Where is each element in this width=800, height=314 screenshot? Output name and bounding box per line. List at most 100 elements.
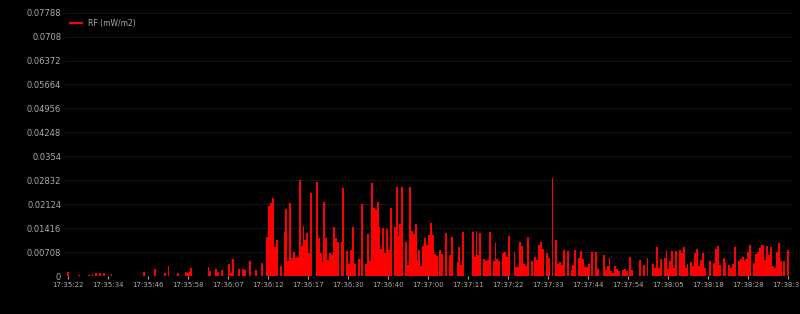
- Bar: [732, 264, 734, 276]
- Bar: [578, 258, 580, 276]
- Bar: [508, 236, 510, 276]
- Bar: [768, 255, 770, 276]
- Bar: [329, 253, 331, 276]
- Bar: [475, 231, 478, 276]
- Bar: [717, 246, 719, 276]
- Bar: [250, 261, 251, 276]
- Bar: [605, 270, 606, 276]
- Bar: [498, 261, 500, 276]
- Bar: [603, 255, 605, 276]
- Bar: [574, 250, 576, 276]
- Bar: [426, 246, 428, 276]
- Bar: [692, 266, 694, 276]
- Bar: [290, 203, 291, 276]
- Bar: [570, 270, 573, 276]
- Bar: [719, 265, 721, 276]
- Bar: [164, 273, 166, 276]
- Bar: [646, 258, 649, 276]
- Bar: [755, 254, 757, 276]
- Bar: [436, 256, 438, 276]
- Bar: [542, 249, 544, 276]
- Bar: [622, 270, 624, 276]
- Bar: [753, 263, 755, 276]
- Bar: [369, 262, 371, 276]
- Bar: [417, 260, 418, 276]
- Bar: [390, 208, 392, 276]
- Bar: [730, 268, 732, 276]
- Bar: [597, 269, 599, 276]
- Bar: [439, 250, 442, 276]
- Bar: [740, 259, 742, 276]
- Bar: [686, 263, 689, 276]
- Bar: [682, 247, 685, 276]
- Bar: [652, 264, 654, 276]
- Bar: [631, 270, 634, 276]
- Bar: [185, 272, 186, 276]
- Bar: [411, 230, 413, 276]
- Bar: [725, 263, 726, 276]
- Bar: [272, 198, 274, 276]
- Bar: [514, 252, 515, 276]
- Bar: [399, 224, 402, 276]
- Bar: [445, 233, 447, 276]
- Bar: [316, 182, 318, 276]
- Bar: [534, 257, 536, 276]
- Bar: [497, 259, 498, 276]
- Bar: [449, 255, 451, 276]
- Bar: [326, 238, 327, 276]
- Bar: [244, 270, 246, 276]
- Bar: [616, 269, 618, 276]
- Bar: [504, 252, 506, 276]
- Bar: [774, 268, 776, 276]
- Bar: [710, 262, 711, 276]
- Bar: [434, 254, 436, 276]
- Bar: [335, 238, 337, 276]
- Bar: [742, 257, 743, 276]
- Bar: [606, 266, 609, 276]
- Bar: [293, 252, 295, 276]
- Bar: [270, 203, 272, 276]
- Bar: [610, 271, 612, 276]
- Bar: [758, 248, 761, 276]
- Bar: [268, 206, 270, 276]
- Bar: [384, 253, 386, 276]
- Bar: [595, 252, 597, 276]
- Bar: [215, 269, 217, 276]
- Bar: [398, 236, 399, 276]
- Bar: [378, 227, 381, 276]
- Bar: [746, 259, 747, 276]
- Bar: [354, 263, 356, 276]
- Bar: [388, 250, 390, 276]
- Bar: [493, 261, 494, 276]
- Bar: [738, 261, 740, 276]
- Bar: [527, 237, 529, 276]
- Bar: [654, 268, 656, 276]
- Bar: [242, 269, 244, 276]
- Bar: [700, 260, 702, 276]
- Bar: [685, 268, 686, 276]
- Bar: [548, 258, 550, 276]
- Bar: [778, 243, 780, 276]
- Bar: [762, 245, 765, 276]
- Bar: [377, 202, 378, 276]
- Bar: [656, 247, 658, 276]
- Bar: [698, 266, 700, 276]
- Bar: [348, 264, 350, 276]
- Bar: [530, 261, 533, 276]
- Bar: [588, 264, 590, 276]
- Bar: [396, 187, 398, 276]
- Bar: [409, 187, 411, 276]
- Bar: [323, 203, 326, 276]
- Bar: [525, 266, 527, 276]
- Bar: [442, 254, 443, 276]
- Bar: [103, 273, 105, 276]
- Bar: [783, 261, 786, 276]
- Bar: [696, 249, 698, 276]
- Bar: [362, 203, 363, 276]
- Bar: [584, 267, 586, 276]
- Bar: [671, 251, 674, 276]
- Bar: [229, 264, 230, 276]
- Bar: [266, 237, 268, 276]
- Bar: [502, 253, 504, 276]
- Bar: [337, 242, 338, 276]
